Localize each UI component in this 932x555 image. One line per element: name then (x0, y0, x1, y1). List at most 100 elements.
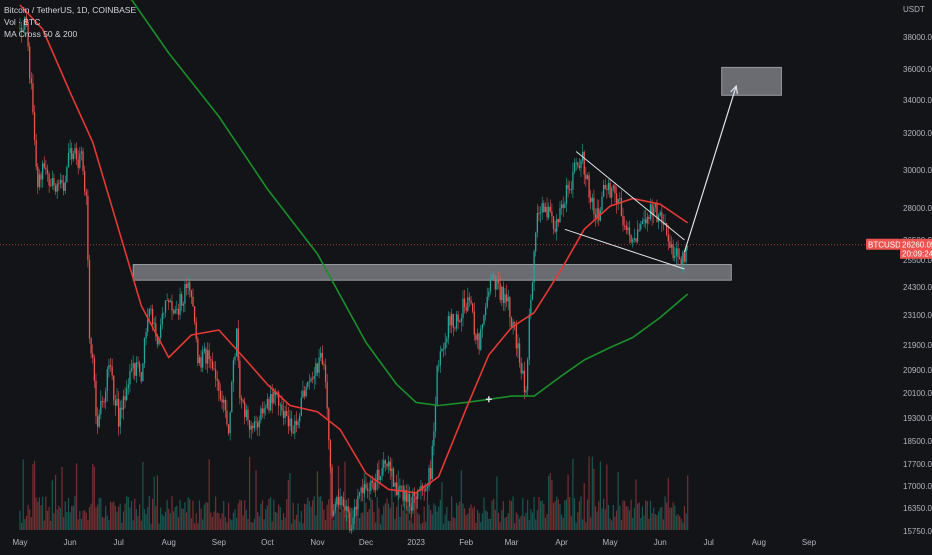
volume-bar (672, 502, 674, 530)
candle-body (117, 398, 120, 427)
volume-bar (297, 503, 299, 530)
volume-bar (603, 498, 605, 530)
volume-bar (276, 512, 278, 530)
volume-bar (463, 508, 466, 530)
volume-bar (512, 496, 514, 530)
candle-body (332, 510, 335, 516)
candle-body (633, 238, 635, 240)
volume-bar (682, 522, 684, 530)
candle-body (250, 425, 252, 430)
volume-bar (586, 499, 589, 530)
candle-body (111, 366, 113, 376)
volume-bar (661, 506, 663, 530)
volume-bar (289, 473, 291, 530)
price-axis-panel (900, 0, 932, 550)
volume-bar (596, 511, 598, 530)
volume-bar (582, 519, 584, 530)
ma-label[interactable]: MA Cross 50 & 200 (4, 29, 78, 39)
candle-body (602, 184, 605, 197)
volume-bar (218, 512, 220, 530)
candle-body (240, 398, 243, 401)
candle-body (387, 461, 390, 467)
volume-bar (48, 506, 50, 530)
candle-body (158, 337, 160, 345)
candle-body (90, 338, 92, 354)
volume-bar (548, 475, 550, 530)
volume-bar (181, 508, 183, 530)
volume-bar (345, 514, 348, 530)
candle-body (491, 274, 493, 281)
volume-bar (476, 509, 479, 530)
candle-body (449, 315, 451, 326)
candle-body (373, 482, 375, 491)
volume-bar (284, 517, 286, 530)
candle-body (192, 296, 194, 307)
volume-bar (87, 520, 89, 530)
volume-bar (425, 521, 427, 530)
volume-bar (329, 462, 332, 530)
volume-bar (562, 517, 564, 530)
volume-bar (51, 480, 53, 530)
candle-body (580, 160, 582, 168)
volume-bar (24, 519, 26, 530)
candle-body (462, 298, 464, 319)
candle-body (50, 185, 52, 187)
candle-body (203, 348, 205, 352)
candle-body (687, 246, 689, 247)
candle-body (546, 206, 548, 218)
volume-bar (674, 505, 676, 530)
volume-bar (457, 505, 459, 530)
candle-body (84, 171, 86, 192)
volume-bar (198, 500, 201, 530)
volume-bar (417, 512, 419, 530)
candle-body (569, 188, 571, 190)
candle-body (67, 152, 70, 168)
volume-bar (677, 514, 679, 530)
volume-bar (32, 464, 34, 530)
countdown-label: 20:09:24 (902, 249, 932, 258)
volume-bar (633, 507, 635, 530)
candle-body (478, 333, 480, 350)
volume-bar (328, 499, 330, 530)
candle-body (560, 204, 563, 209)
candle-body (381, 468, 383, 477)
time-tick: Mar (505, 538, 519, 547)
candle-body (311, 378, 314, 380)
volume-bar (79, 510, 81, 530)
candle-body (210, 359, 212, 361)
volume-bar (430, 510, 432, 530)
candle-body (54, 185, 57, 192)
volume-bar (659, 507, 661, 530)
candle-body (347, 506, 349, 513)
volume-bar (357, 505, 359, 530)
candle-body (402, 486, 404, 501)
volume-bar (326, 504, 328, 530)
candle-body (619, 198, 621, 199)
candle-body (363, 484, 366, 494)
candle-body (586, 175, 589, 179)
volume-bar (103, 517, 105, 530)
candle-body (342, 498, 344, 506)
candle-body (58, 183, 60, 185)
candle-body (641, 221, 644, 224)
volume-bar (148, 496, 150, 530)
candle-body (594, 214, 597, 218)
volume-label[interactable]: Vol · BTC (4, 17, 41, 27)
volume-bar (530, 509, 532, 530)
candle-body (160, 324, 162, 338)
volume-bar (442, 523, 445, 530)
candle-body (80, 151, 83, 154)
candle-body (564, 203, 566, 208)
volume-bar (475, 522, 477, 530)
candle-body (575, 162, 577, 164)
candle-body (517, 343, 519, 349)
candle-body (205, 348, 207, 364)
candle-body (284, 411, 286, 418)
candle-body (591, 197, 593, 203)
candle-body (457, 314, 459, 322)
volume-bar (514, 523, 516, 530)
volume-bar (421, 522, 424, 530)
symbol-label[interactable]: Bitcoin / TetherUS, 1D, COINBASE (4, 5, 137, 15)
volume-bar (295, 514, 298, 530)
